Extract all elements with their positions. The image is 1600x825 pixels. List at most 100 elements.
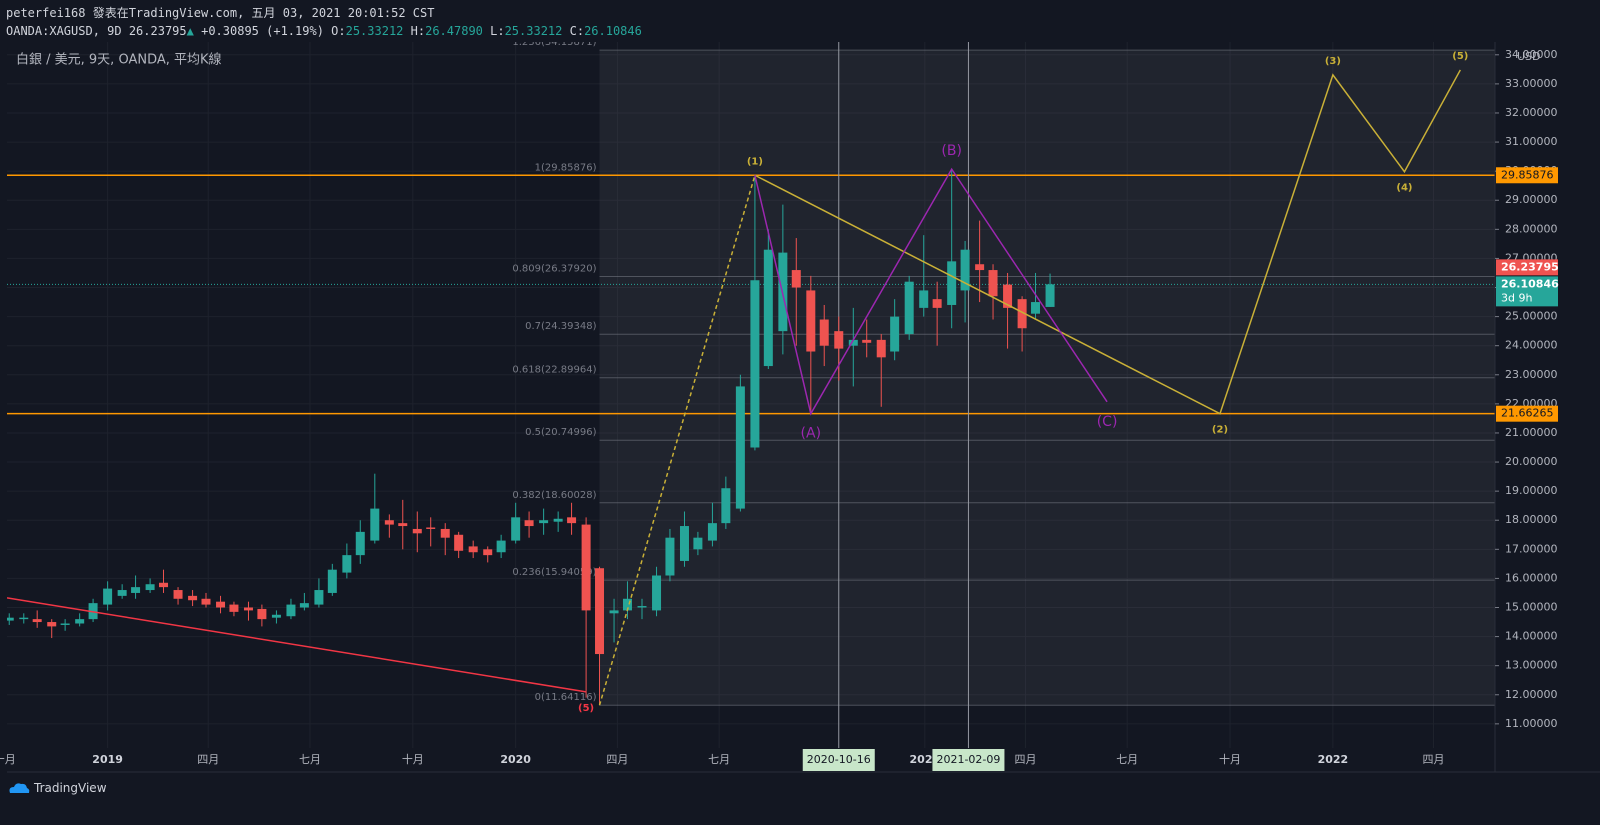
- x-tick-label: 七月: [708, 753, 730, 766]
- wave-label: (2): [1212, 425, 1228, 436]
- y-tick-label: 20.00000: [1505, 455, 1558, 468]
- header-line: peterfei168 發表在TradingView.com, 五月 03, 2…: [6, 6, 435, 20]
- candle-body: [1003, 284, 1013, 308]
- last-price-label: 26.23795: [1501, 260, 1559, 273]
- fib-label: 1(29.85876): [535, 162, 597, 173]
- candle-body: [679, 526, 689, 561]
- y-tick-label: 19.00000: [1505, 484, 1558, 497]
- candle-body: [848, 339, 858, 346]
- y-tick-label: 17.00000: [1505, 542, 1558, 555]
- candle-body: [7, 617, 14, 621]
- candle-body: [370, 508, 380, 541]
- wave-label: (A): [801, 426, 822, 442]
- fib-label: 0.809(26.37920): [512, 263, 596, 274]
- y-tick-label: 29.00000: [1505, 193, 1558, 206]
- x-tick-label: 2020: [500, 753, 531, 766]
- candle-body: [201, 598, 211, 605]
- candle-body: [355, 531, 365, 556]
- date-label-bg: [802, 749, 875, 771]
- x-tick-label: 四月: [1014, 753, 1036, 766]
- ohlc-key: O:: [331, 24, 346, 38]
- candle-body: [862, 339, 872, 343]
- x-tick-label: 十月: [402, 752, 424, 766]
- fib-label: 0.382(18.60028): [512, 490, 596, 501]
- y-tick-label: 14.00000: [1505, 630, 1558, 643]
- candle-body: [595, 568, 605, 655]
- candle-body: [75, 619, 85, 624]
- symbol: OANDA:XAGUSD, 9D 26.23795: [6, 24, 187, 38]
- fib-label: 0.5(20.74996): [525, 427, 597, 438]
- candle-body: [1031, 302, 1041, 314]
- date-label: 2020-10-16: [807, 753, 871, 766]
- date-label-bg: [932, 749, 1005, 771]
- wave-line: [754, 69, 1461, 415]
- y-tick-label: 32.00000: [1505, 106, 1558, 119]
- candle-body: [1045, 284, 1055, 307]
- candle-body: [750, 280, 760, 448]
- ohlc-key: H:: [410, 24, 426, 38]
- candle-body: [622, 598, 632, 611]
- fib-label: 0.7(24.39348): [525, 321, 597, 332]
- candle-body: [947, 261, 957, 305]
- candle-body: [103, 588, 113, 605]
- candle-body: [188, 595, 198, 601]
- wave-drawings: [7, 69, 1461, 706]
- candle-body: [960, 249, 970, 291]
- candle-body: [159, 582, 169, 588]
- chart: 1.236(34.15871) 1(29.85876) 0.809(26.37920…: [0, 37, 1600, 773]
- brand: TradingView: [34, 781, 107, 795]
- fib-label: 1.236(34.15871): [512, 37, 596, 48]
- candle-body: [932, 299, 942, 308]
- change: +0.30895 (+1.19%): [201, 24, 324, 38]
- x-tick-label: 七月: [299, 753, 321, 766]
- price-label-bg: [1496, 405, 1558, 422]
- candle-body: [919, 290, 929, 308]
- candle-body: [581, 524, 591, 611]
- candle-body: [384, 520, 394, 525]
- ohlc-key: C:: [569, 24, 585, 38]
- close-price-label: 26.10846: [1501, 277, 1559, 290]
- y-tick-label: 28.00000: [1505, 222, 1558, 235]
- header-quote: OANDA:XAGUSD, 9D 26.23795▲ +0.30895 (+1.…: [6, 22, 642, 40]
- candle-body: [890, 316, 900, 352]
- candle-body: [60, 623, 70, 625]
- candle-body: [637, 606, 647, 608]
- wave-label: (4): [1396, 183, 1412, 194]
- x-tick-label: 2019: [92, 753, 123, 766]
- candle-body: [243, 607, 253, 611]
- x-tick-label: 四月: [197, 753, 219, 766]
- candle-body: [131, 587, 141, 593]
- candle-body: [216, 601, 226, 608]
- fib-retracement: 1.236(34.15871) 1(29.85876) 0.809(26.37920…: [512, 37, 1495, 706]
- candle-body: [904, 281, 914, 335]
- candle-body: [735, 386, 745, 509]
- candle-body: [398, 523, 408, 527]
- y-tick-label: 16.00000: [1505, 571, 1558, 584]
- y-tick-label: 13.00000: [1505, 659, 1558, 672]
- wave-line: [598, 175, 756, 706]
- wave-label: (5): [1452, 51, 1468, 62]
- candle-body: [173, 590, 183, 599]
- price-label: 21.66265: [1501, 407, 1554, 420]
- candle-body: [876, 339, 886, 358]
- wave-label: (3): [1325, 56, 1341, 67]
- y-tick-label: 25.00000: [1505, 310, 1558, 323]
- y-tick-label: 15.00000: [1505, 600, 1558, 613]
- footer: TradingView: [8, 781, 107, 795]
- candle-body: [721, 488, 731, 524]
- candle-body: [145, 584, 155, 591]
- candle-body: [342, 555, 352, 573]
- candle-body: [791, 270, 801, 288]
- price-label-bg: [1496, 167, 1558, 184]
- candle-body: [567, 517, 577, 524]
- axes: 11.00000 12.00000 13.00000 14.00000 15.00000…: [0, 48, 1559, 771]
- x-tick-label: 四月: [1423, 753, 1445, 766]
- x-tick-label: 七月: [1116, 753, 1138, 766]
- candle-body: [609, 610, 619, 614]
- fib-label: 0(11.64116): [535, 692, 597, 703]
- candle-body: [707, 523, 717, 541]
- x-tick-label: 十月: [1219, 752, 1241, 766]
- candle-body: [975, 264, 985, 271]
- wave-label: (B): [941, 143, 962, 159]
